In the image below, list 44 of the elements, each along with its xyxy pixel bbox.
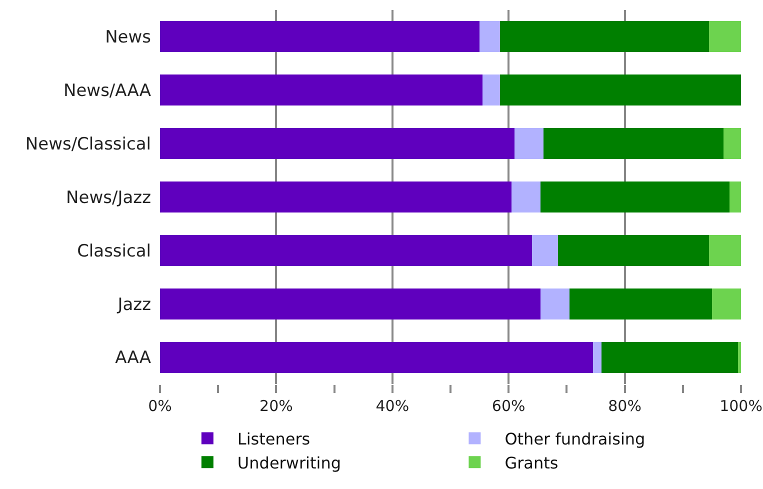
bar [480,21,500,52]
bar [160,288,541,320]
bar [558,234,710,266]
bar [160,21,480,52]
legend-label: Listeners [237,430,310,449]
x-tick-label: 100% [720,397,762,415]
bar [724,128,741,160]
bar [602,342,738,373]
x-tick-label: 80% [608,397,642,415]
y-tick-label: Jazz [116,294,152,315]
bar [709,234,741,266]
y-tick-label: News/AAA [64,81,152,102]
bar [512,182,541,212]
y-tick-label: Classical [77,241,151,262]
bar [540,182,730,212]
bar [514,128,544,160]
bar [729,182,741,212]
bar [500,74,741,106]
x-tick-label: 0% [148,397,172,415]
bar [592,342,602,373]
bar [540,288,570,320]
x-tick-label: 60% [492,397,526,415]
bar [482,74,500,106]
bar [712,288,741,320]
y-tick-label: News [105,28,152,48]
bar [570,288,712,320]
bar [160,234,532,266]
y-tick-label: AAA [115,348,152,368]
x-tick-label: 40% [376,397,410,415]
legend-label: Grants [504,453,558,472]
bar [500,21,710,52]
x-tick-label: 20% [260,397,293,415]
bar [160,74,482,106]
bar [160,182,512,212]
legend-label: Underwriting [237,453,341,472]
bar [543,128,724,160]
bar [160,342,593,373]
bar [738,342,741,373]
legend-label: Other fundraising [504,430,646,449]
bar [160,128,514,160]
bar [532,234,558,266]
y-tick-label: News/Jazz [66,188,152,208]
bar [709,21,741,52]
y-tick-label: News/Classical [25,134,151,155]
